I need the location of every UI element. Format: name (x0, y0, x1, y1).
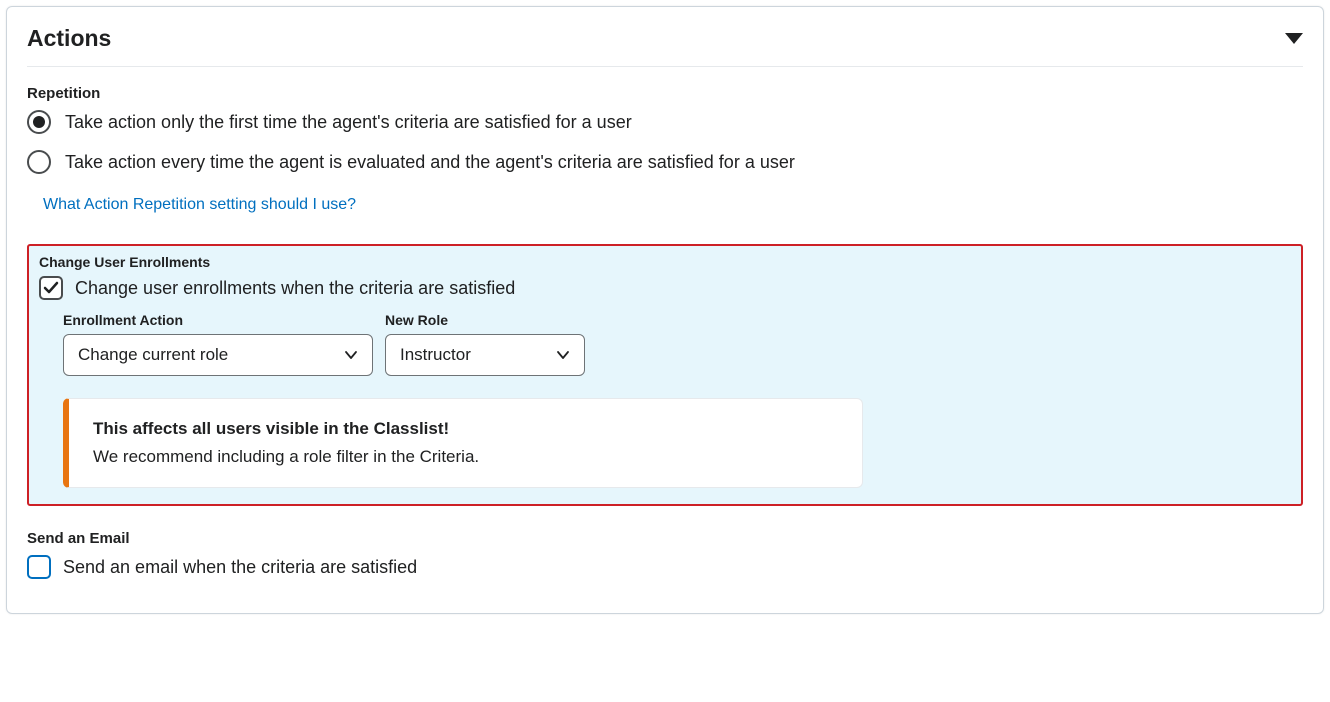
repetition-section: Repetition Take action only the first ti… (27, 85, 1303, 214)
checkmark-icon (43, 280, 59, 296)
enrollment-checkbox-label: Change user enrollments when the criteri… (75, 278, 515, 299)
enrollment-action-column: Enrollment Action Change current role (63, 312, 373, 376)
warning-text: We recommend including a role filter in … (93, 447, 838, 467)
radio-icon[interactable] (27, 150, 51, 174)
email-checkbox-row[interactable]: Send an email when the criteria are sati… (27, 555, 1303, 579)
actions-panel: Actions Repetition Take action only the … (6, 6, 1324, 614)
enrollment-action-select[interactable]: Change current role (63, 334, 373, 376)
change-enrollments-section: Change User Enrollments Change user enro… (27, 244, 1303, 506)
warning-title: This affects all users visible in the Cl… (93, 419, 838, 439)
repetition-help-link[interactable]: What Action Repetition setting should I … (43, 196, 356, 214)
repetition-option-every-time[interactable]: Take action every time the agent is eval… (27, 150, 1303, 174)
new-role-column: New Role Instructor (385, 312, 585, 376)
radio-icon[interactable] (27, 110, 51, 134)
enrollment-warning-box: This affects all users visible in the Cl… (63, 398, 863, 488)
panel-title: Actions (27, 25, 111, 52)
chevron-down-icon (344, 348, 358, 362)
chevron-down-icon (556, 348, 570, 362)
radio-label: Take action every time the agent is eval… (65, 152, 795, 173)
send-email-section: Send an Email Send an email when the cri… (27, 530, 1303, 579)
panel-header: Actions (27, 25, 1303, 67)
enrollment-action-label: Enrollment Action (63, 312, 373, 328)
email-section-label: Send an Email (27, 530, 1303, 547)
new-role-value: Instructor (400, 345, 471, 365)
collapse-caret-icon[interactable] (1285, 33, 1303, 44)
checkbox-icon[interactable] (39, 276, 63, 300)
radio-label: Take action only the first time the agen… (65, 112, 632, 133)
enrollment-action-value: Change current role (78, 345, 228, 365)
email-checkbox-label: Send an email when the criteria are sati… (63, 557, 417, 578)
repetition-label: Repetition (27, 85, 1303, 102)
repetition-option-first-time[interactable]: Take action only the first time the agen… (27, 110, 1303, 134)
enrollment-section-label: Change User Enrollments (39, 254, 1291, 270)
enrollment-dropdown-row: Enrollment Action Change current role Ne… (63, 312, 1291, 376)
new-role-select[interactable]: Instructor (385, 334, 585, 376)
checkbox-icon[interactable] (27, 555, 51, 579)
new-role-label: New Role (385, 312, 585, 328)
enrollment-checkbox-row[interactable]: Change user enrollments when the criteri… (39, 276, 1291, 300)
